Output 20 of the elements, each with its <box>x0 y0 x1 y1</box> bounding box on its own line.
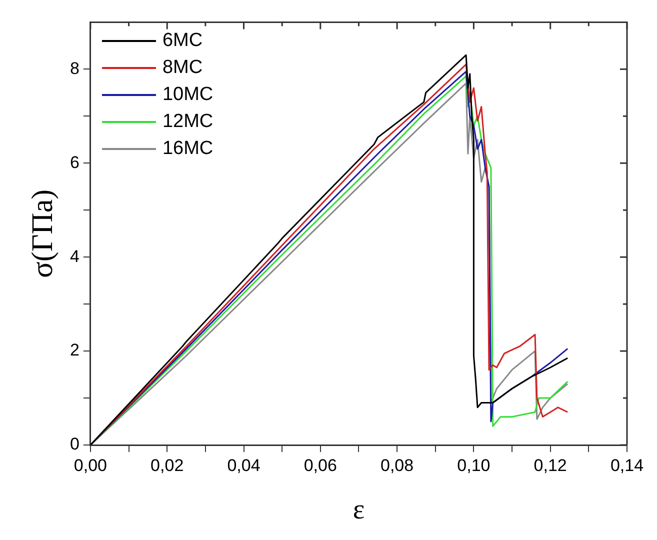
x-tick-label: 0,08 <box>380 456 414 475</box>
x-tick-label: 0,04 <box>227 456 260 475</box>
y-tick-label: 4 <box>70 246 80 266</box>
x-tick-label: 0,00 <box>74 456 107 475</box>
legend-label: 6MC <box>162 29 203 54</box>
legend-label: 16MC <box>162 137 214 162</box>
legend-label: 12MC <box>162 110 214 134</box>
x-tick-label: 0,10 <box>457 456 490 475</box>
y-tick-label: 2 <box>70 340 80 360</box>
x-tick-label: 0,14 <box>610 456 644 475</box>
y-tick-label: 6 <box>70 152 80 172</box>
x-tick-label: 0,06 <box>304 456 337 475</box>
x-axis-title: ε <box>352 494 365 526</box>
legend-label: 10MC <box>162 83 214 108</box>
y-tick-label: 0 <box>70 434 80 454</box>
x-tick-label: 0,02 <box>150 456 184 475</box>
y-axis-title: σ(ΓΠa) <box>26 189 59 278</box>
legend-label: 8MC <box>162 56 203 80</box>
x-tick-label: 0,12 <box>534 456 567 475</box>
y-tick-label: 8 <box>70 58 80 78</box>
